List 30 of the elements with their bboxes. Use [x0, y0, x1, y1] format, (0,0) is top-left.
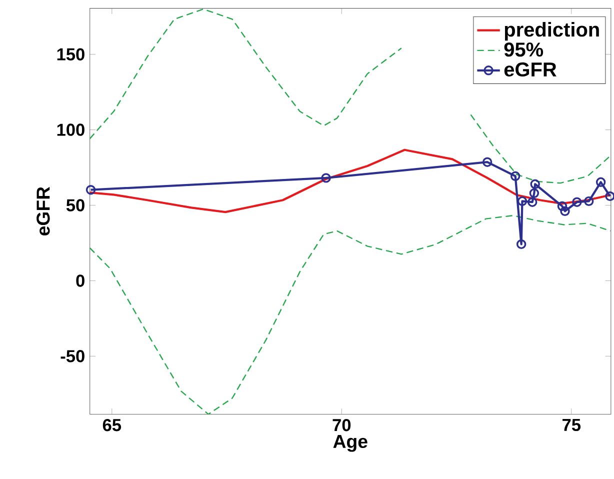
legend-label: prediction — [504, 22, 599, 41]
point — [557, 201, 568, 211]
point — [530, 179, 540, 189]
point — [516, 239, 526, 249]
point — [584, 196, 594, 206]
y-tick-label: -50 — [60, 350, 84, 362]
y-tick-label: 50 — [66, 199, 84, 212]
point — [86, 184, 96, 195]
point — [510, 171, 520, 181]
legend-label: eGFR — [504, 62, 556, 76]
point — [605, 191, 614, 201]
x-axis-title: Age — [333, 434, 368, 452]
legend-label: 95% — [504, 42, 544, 57]
x-tick-label: 65 — [102, 418, 122, 432]
point — [560, 206, 570, 216]
point — [321, 173, 331, 183]
point — [529, 188, 540, 198]
y-tick-label: 0 — [76, 274, 84, 287]
point — [527, 197, 538, 207]
line-series — [90, 148, 611, 214]
line-series — [90, 214, 611, 414]
point — [596, 177, 606, 187]
point — [517, 196, 528, 206]
y-tick-label: 150 — [57, 48, 84, 60]
x-tick-label: 75 — [562, 418, 581, 431]
x-tick-label: 70 — [332, 418, 351, 432]
point — [482, 157, 492, 167]
y-tick-label: 100 — [57, 124, 84, 136]
point — [572, 197, 582, 207]
y-axis-title: eGFR — [36, 186, 50, 236]
